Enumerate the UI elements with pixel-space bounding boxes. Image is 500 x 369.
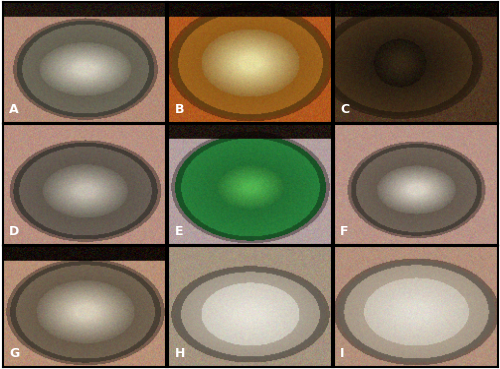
Text: C: C: [340, 103, 349, 115]
Text: G: G: [9, 347, 20, 360]
Text: F: F: [340, 225, 348, 238]
Text: E: E: [174, 225, 183, 238]
Text: I: I: [340, 347, 344, 360]
Text: H: H: [174, 347, 185, 360]
Text: D: D: [9, 225, 20, 238]
Text: A: A: [9, 103, 18, 115]
Text: B: B: [174, 103, 184, 115]
